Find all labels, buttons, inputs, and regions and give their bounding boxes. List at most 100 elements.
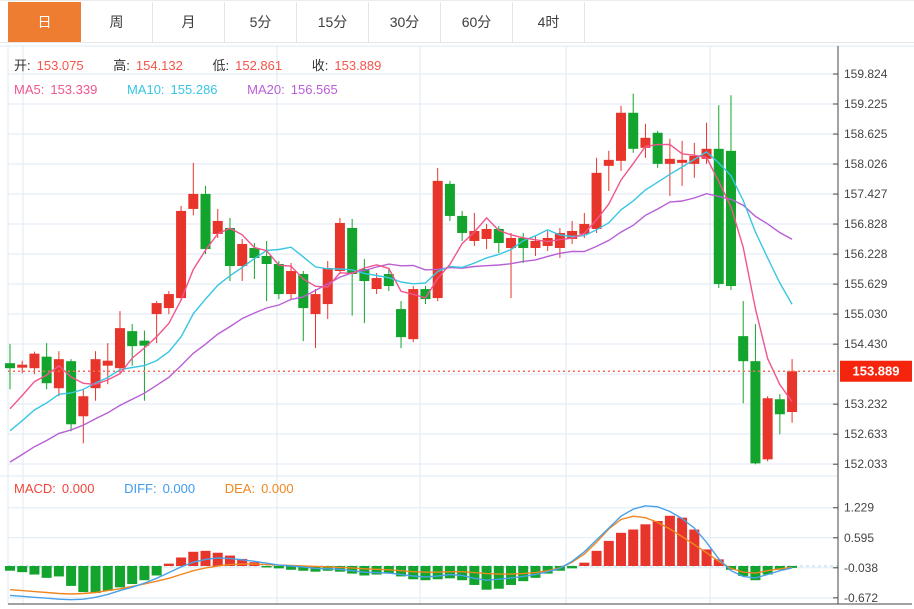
macd-bar xyxy=(102,566,113,591)
current-price-badge: 153.889 xyxy=(840,360,912,382)
macd-bar xyxy=(616,532,626,566)
macd-bar xyxy=(347,566,358,574)
tab-月[interactable]: 月 xyxy=(153,2,225,42)
ma5-label: MA5: xyxy=(14,82,45,97)
candle-body xyxy=(787,371,798,413)
tab-60分[interactable]: 60分 xyxy=(441,2,513,42)
macd-bar xyxy=(689,529,700,566)
candle-body xyxy=(457,215,468,233)
candle-body xyxy=(493,228,504,243)
candle-body xyxy=(579,223,590,234)
candle-body xyxy=(298,274,309,309)
price-axis-label: 158.026 xyxy=(844,157,888,171)
macd-bar xyxy=(78,566,89,593)
macd-bar xyxy=(579,562,590,566)
candle-body xyxy=(127,331,138,347)
price-axis-label: 159.824 xyxy=(844,67,888,81)
tab-4时[interactable]: 4时 xyxy=(513,2,585,42)
ma5-line xyxy=(9,143,793,410)
ma5-value: 153.339 xyxy=(50,82,98,97)
candle-body xyxy=(188,193,199,209)
candle-body xyxy=(139,340,150,346)
candle-body xyxy=(53,359,64,389)
candle-body xyxy=(591,172,602,229)
macd-bar xyxy=(664,515,675,566)
candle-body xyxy=(762,398,773,460)
candle-body xyxy=(224,227,235,267)
tabbar-divider xyxy=(0,42,914,43)
macd-label: MACD: xyxy=(14,481,56,496)
candle-body xyxy=(554,232,565,248)
ma20-line xyxy=(9,192,793,463)
macd-bar xyxy=(787,566,798,568)
ma-row: MA5: 153.339 MA10: 155.286 MA20: 156.565 xyxy=(14,82,344,97)
macd-bar xyxy=(713,559,724,566)
candle-body xyxy=(359,269,370,282)
macd-bar xyxy=(176,557,187,566)
candle-body xyxy=(286,271,297,295)
macd-bar xyxy=(652,520,663,566)
candle-body xyxy=(774,399,785,415)
candle-body xyxy=(518,237,529,248)
candles-layer xyxy=(5,93,798,465)
high-label: 高: xyxy=(113,58,130,73)
candle-body xyxy=(237,243,248,267)
macd-axis-label: 1.229 xyxy=(844,501,874,515)
macd-bar xyxy=(53,566,64,577)
macd-bar xyxy=(701,549,712,566)
candle-body xyxy=(408,289,419,340)
macd-value: 0.000 xyxy=(61,481,95,496)
macd-axis-label: -0.672 xyxy=(844,591,878,605)
macd-bar xyxy=(139,566,150,581)
macd-bar xyxy=(237,558,248,566)
macd-bar xyxy=(261,566,272,568)
candle-body xyxy=(163,294,174,309)
macd-bar xyxy=(90,566,101,594)
candle-body xyxy=(652,132,663,164)
candle-body xyxy=(176,210,187,299)
tab-15分[interactable]: 15分 xyxy=(297,2,369,42)
candle-body xyxy=(249,247,260,259)
svg-text:153.889: 153.889 xyxy=(853,364,900,379)
candle-body xyxy=(616,112,626,161)
candle-body xyxy=(481,228,492,239)
candle-body xyxy=(102,360,113,366)
macd-histogram xyxy=(5,515,798,594)
candle-body xyxy=(628,112,639,149)
candle-body xyxy=(371,278,382,290)
candle-body xyxy=(90,359,101,389)
macd-bar xyxy=(506,566,517,585)
macd-bar xyxy=(542,566,553,574)
candle-body xyxy=(506,237,517,248)
macd-bar xyxy=(469,566,480,585)
macd-bar xyxy=(188,551,199,566)
macd-bar xyxy=(5,566,15,571)
price-axis-label: 155.030 xyxy=(844,307,888,321)
tab-30分[interactable]: 30分 xyxy=(369,2,441,42)
macd-bar xyxy=(774,566,785,570)
tab-日[interactable]: 日 xyxy=(8,2,81,42)
macd-bar xyxy=(628,529,639,566)
macd-bar xyxy=(567,566,578,569)
price-axis-label: 155.629 xyxy=(844,277,888,291)
macd-bar xyxy=(298,566,309,571)
macd-bar xyxy=(273,566,284,569)
macd-bar xyxy=(17,566,28,573)
candle-body xyxy=(261,256,272,265)
candle-body xyxy=(273,264,284,295)
grid-layer xyxy=(0,45,914,604)
macd-bar xyxy=(677,517,688,566)
interval-tabbar: 日周月 5分 15分 30分 60分 4时 xyxy=(8,2,585,42)
candle-body xyxy=(200,193,211,249)
macd-bar xyxy=(591,550,602,566)
macd-bar xyxy=(212,552,223,566)
low-value: 152.861 xyxy=(235,58,283,73)
price-axis-label: 156.828 xyxy=(844,217,888,231)
candle-body xyxy=(383,274,394,287)
tab-周[interactable]: 周 xyxy=(81,2,153,42)
diff-line xyxy=(9,505,793,601)
tab-5分[interactable]: 5分 xyxy=(225,2,297,42)
candle-body xyxy=(530,240,541,248)
